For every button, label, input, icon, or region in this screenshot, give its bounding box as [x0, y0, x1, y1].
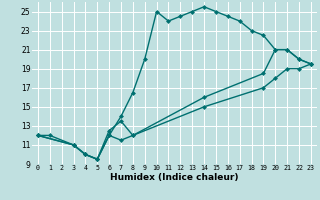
- X-axis label: Humidex (Indice chaleur): Humidex (Indice chaleur): [110, 173, 239, 182]
